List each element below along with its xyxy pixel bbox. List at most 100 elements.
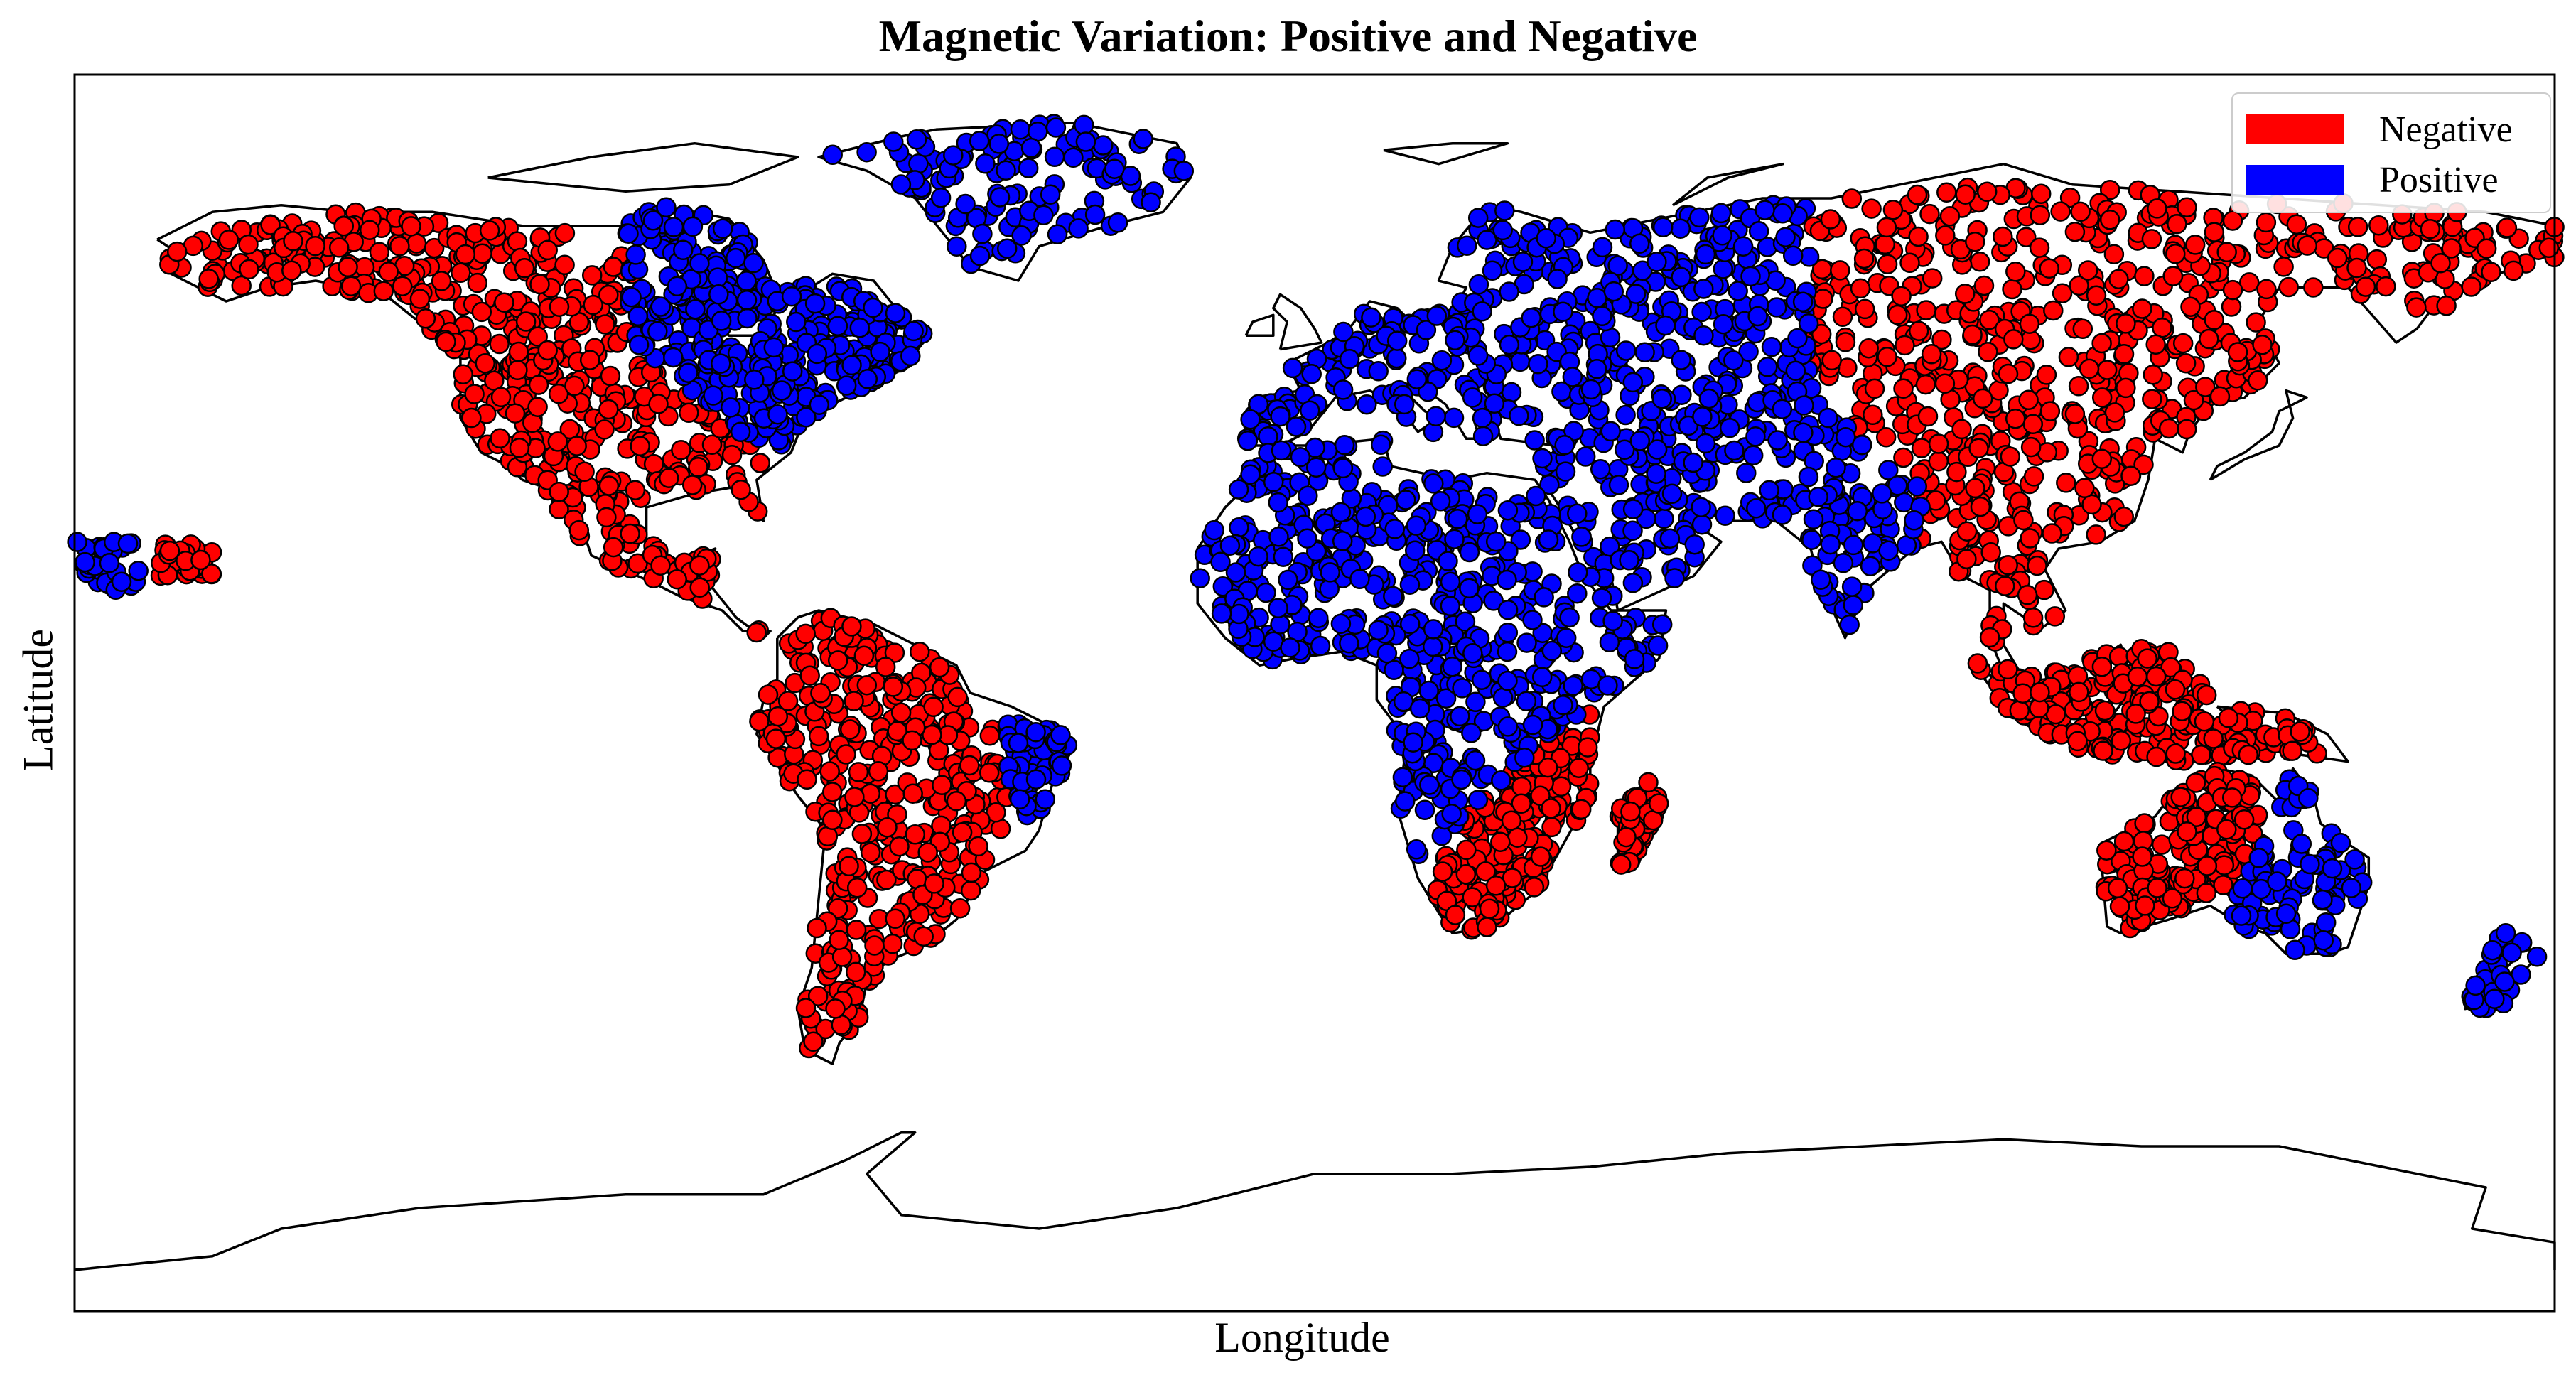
negative-point-1157 <box>1616 826 1637 848</box>
negative-point-1586 <box>1875 234 1896 255</box>
positive-point-1346 <box>1516 632 1537 653</box>
positive-point-1232 <box>1847 500 1868 522</box>
negative-point-1426 <box>2039 401 2061 421</box>
positive-point-1711 <box>1290 446 1311 468</box>
negative-point-1245 <box>2303 277 2324 298</box>
x-axis-label: Longitude <box>1214 1314 1390 1361</box>
negative-point-1758 <box>1835 332 1856 352</box>
positive-point-422 <box>930 188 952 208</box>
negative-point-503 <box>305 235 325 257</box>
positive-point-1703 <box>1423 619 1444 640</box>
negative-point-2029 <box>2165 679 2186 700</box>
positive-point-1129 <box>1724 440 1745 461</box>
negative-point-504 <box>238 234 259 255</box>
positive-point-356 <box>726 247 746 269</box>
positive-point-1168 <box>1818 407 1838 429</box>
positive-point-1083 <box>1715 505 1735 526</box>
positive-point-1125 <box>1661 483 1683 505</box>
negative-point-1630 <box>2103 244 2125 264</box>
negative-point-1706 <box>2376 276 2396 297</box>
positive-point-1738 <box>1399 574 1421 595</box>
negative-point-1676 <box>2003 329 2024 350</box>
negative-point-517 <box>529 274 550 295</box>
negative-point-1566 <box>2503 260 2524 281</box>
negative-point-1580 <box>2406 297 2427 318</box>
positive-point-960 <box>1600 421 1621 442</box>
negative-point-421 <box>464 384 485 404</box>
negative-point-1788 <box>2020 528 2040 549</box>
negative-point-1784 <box>2165 244 2186 264</box>
negative-point-2028 <box>2238 744 2259 765</box>
positive-point-1659 <box>1268 598 1288 618</box>
positive-point-1625 <box>1423 473 1444 494</box>
positive-point-853 <box>1622 499 1644 519</box>
positive-point-434 <box>1074 114 1094 136</box>
negative-point-485 <box>574 461 595 483</box>
positive-point-335 <box>736 290 758 311</box>
positive-point-1236 <box>1492 220 1513 241</box>
positive-point-1019 <box>1590 459 1611 480</box>
positive-point-768 <box>1567 503 1588 524</box>
positive-point-1198 <box>1683 452 1703 473</box>
negative-point-1715 <box>1965 232 1985 252</box>
positive-point-1230 <box>1692 406 1713 427</box>
positive-point-1799 <box>2315 912 2337 933</box>
negative-point-510 <box>218 230 239 250</box>
negative-point-1079 <box>1568 758 1589 778</box>
positive-point-1734 <box>1497 670 1518 691</box>
negative-point-1470 <box>1861 198 1882 219</box>
negative-point-223 <box>231 275 252 296</box>
negative-point-1537 <box>1979 627 2000 648</box>
negative-point-481 <box>378 262 399 282</box>
negative-point-860 <box>883 677 904 697</box>
negative-point-1973 <box>2045 704 2066 725</box>
positive-point-1566 <box>1190 568 1210 588</box>
negative-point-1069 <box>1577 737 1598 758</box>
negative-point-489 <box>409 289 431 309</box>
positive-point-329 <box>737 308 758 329</box>
positive-point-1535 <box>1450 706 1470 727</box>
negative-point-1770 <box>1970 496 1991 517</box>
negative-point-1526 <box>2005 262 2026 282</box>
negative-point-1650 <box>2027 555 2047 576</box>
positive-point-476 <box>969 131 990 151</box>
positive-point-1174 <box>1732 236 1754 257</box>
negative-points <box>150 177 2565 1059</box>
positive-point-1628 <box>1399 648 1420 669</box>
positive-point-804 <box>1509 351 1531 372</box>
negative-point-2021 <box>2125 704 2146 724</box>
negative-point-445 <box>472 243 492 264</box>
negative-point-1740 <box>2209 386 2231 407</box>
positive-point-1531 <box>1372 456 1393 477</box>
negative-point-1406 <box>2043 300 2064 321</box>
negative-point-2196 <box>2221 787 2243 808</box>
negative-point-892 <box>810 682 831 704</box>
positive-point-1719 <box>1497 500 1519 521</box>
positive-point-536 <box>1009 789 1030 810</box>
negative-point-2051 <box>2151 834 2172 855</box>
positive-point-1204 <box>1851 434 1872 456</box>
positive-point-1199 <box>1547 269 1568 289</box>
negative-point-1723 <box>1956 521 1978 542</box>
positive-point-1190 <box>1562 367 1583 387</box>
negative-point-1085 <box>1511 793 1531 814</box>
negative-point-408 <box>471 301 492 323</box>
positive-point-1002 <box>1785 360 1806 381</box>
positive-point-1877 <box>2495 922 2516 944</box>
positive-point-269 <box>900 345 921 367</box>
negative-point-497 <box>548 383 569 404</box>
negative-point-1626 <box>2222 210 2243 231</box>
negative-point-1700 <box>2030 205 2051 225</box>
negative-point-885 <box>917 842 938 863</box>
positive-point-1117 <box>1695 433 1716 454</box>
positive-point-1689 <box>1305 457 1327 478</box>
positive-point-467 <box>1020 137 1042 158</box>
negative-point-2007 <box>2009 700 2030 721</box>
negative-point-817 <box>875 657 896 677</box>
negative-point-1073 <box>1455 864 1477 885</box>
positive-point-1231 <box>1759 480 1779 501</box>
negative-point-300 <box>260 215 281 235</box>
negative-point-496 <box>166 241 188 262</box>
negative-point-519 <box>198 269 219 289</box>
positive-point-466 <box>988 134 1010 154</box>
